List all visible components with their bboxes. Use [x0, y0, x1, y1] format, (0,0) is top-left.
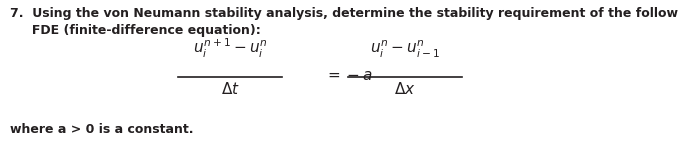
Text: $= -a$: $= -a$: [325, 69, 373, 83]
Text: FDE (finite-difference equation):: FDE (finite-difference equation):: [10, 24, 261, 37]
Text: $\Delta x$: $\Delta x$: [394, 81, 416, 97]
Text: $u_i^n - u_{i-1}^n$: $u_i^n - u_{i-1}^n$: [370, 39, 440, 60]
Text: 7.  Using the von Neumann stability analysis, determine the stability requiremen: 7. Using the von Neumann stability analy…: [10, 7, 678, 20]
Text: where a > 0 is a constant.: where a > 0 is a constant.: [10, 123, 193, 136]
Text: $\Delta t$: $\Delta t$: [220, 81, 239, 97]
Text: $u_i^{n+1} - u_i^n$: $u_i^{n+1} - u_i^n$: [193, 37, 267, 60]
